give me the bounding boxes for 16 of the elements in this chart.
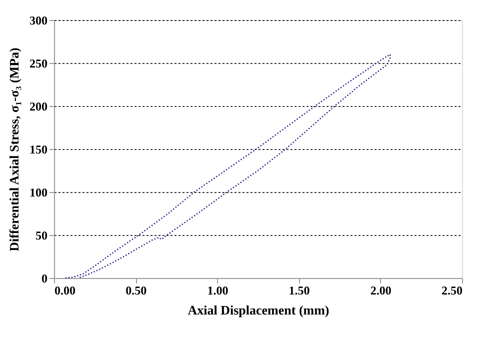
x-tick-label: 0.50 <box>126 284 147 298</box>
x-axis-title: Axial Displacement (mm) <box>188 302 330 318</box>
x-tick-label: 0.00 <box>54 284 76 298</box>
y-tick-label: 150 <box>30 142 48 156</box>
x-tick-label: 1.00 <box>207 284 228 298</box>
y-tick-label: 250 <box>30 56 48 70</box>
y-axis-title: Differential Axial Stress, σ₁-σ₃ (MPa) <box>6 48 22 252</box>
x-tick-label: 2.50 <box>442 284 462 298</box>
y-tick-label: 200 <box>30 100 48 114</box>
y-tick-label: 100 <box>30 186 48 200</box>
y-tick-label: 50 <box>36 228 48 242</box>
line-series <box>64 54 391 279</box>
y-tick-label: 300 <box>30 14 48 28</box>
y-tick-label: 0 <box>42 272 48 286</box>
x-tick-label: 1.50 <box>288 284 310 298</box>
x-tick-label: 2.00 <box>370 284 392 298</box>
